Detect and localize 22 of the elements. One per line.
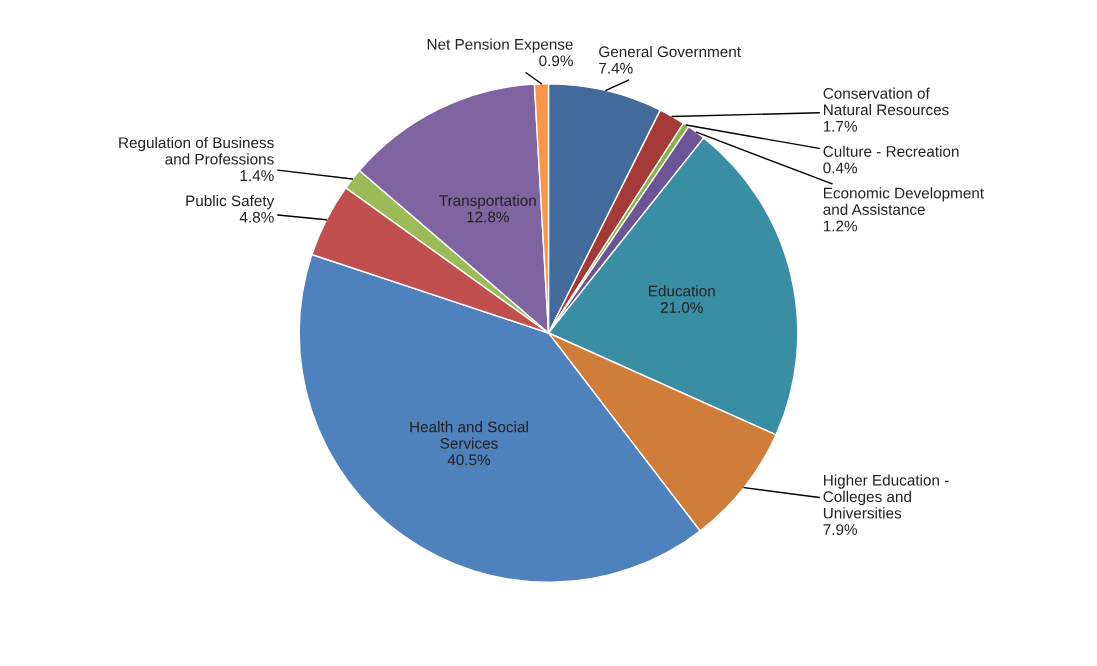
data-label: 0.9% bbox=[539, 55, 573, 67]
data-label: 4.8% bbox=[239, 211, 274, 223]
data-label: 0.4% bbox=[823, 162, 858, 174]
slice-label: Higher Education - Colleges and Universities bbox=[823, 474, 949, 519]
slice-label: Conservation of Natural Resources bbox=[823, 87, 949, 116]
data-label: 7.9% bbox=[823, 524, 858, 535]
slice-label: Culture - Recreation bbox=[823, 145, 959, 157]
data-label: 40.5% bbox=[447, 454, 491, 466]
slice-label: General Government bbox=[599, 45, 741, 58]
data-label: 1.2% bbox=[823, 220, 858, 232]
slice-label: Regulation of Business and Professions bbox=[119, 136, 274, 165]
data-label: 1.7% bbox=[823, 120, 858, 132]
slice-label: Health and Social Services bbox=[410, 421, 528, 449]
slice-label: Transportation bbox=[439, 194, 536, 209]
slice-label: Economic Development and Assistance bbox=[823, 187, 984, 215]
slice-label: Net Pension Expense bbox=[427, 38, 573, 53]
slice-label: Public Safety bbox=[186, 194, 275, 210]
data-label: 21.0% bbox=[660, 302, 703, 313]
data-label: 7.4% bbox=[599, 62, 633, 74]
slice-label: Education bbox=[649, 285, 715, 297]
data-label: 1.4% bbox=[240, 170, 274, 181]
data-label: 12.8% bbox=[467, 211, 509, 223]
